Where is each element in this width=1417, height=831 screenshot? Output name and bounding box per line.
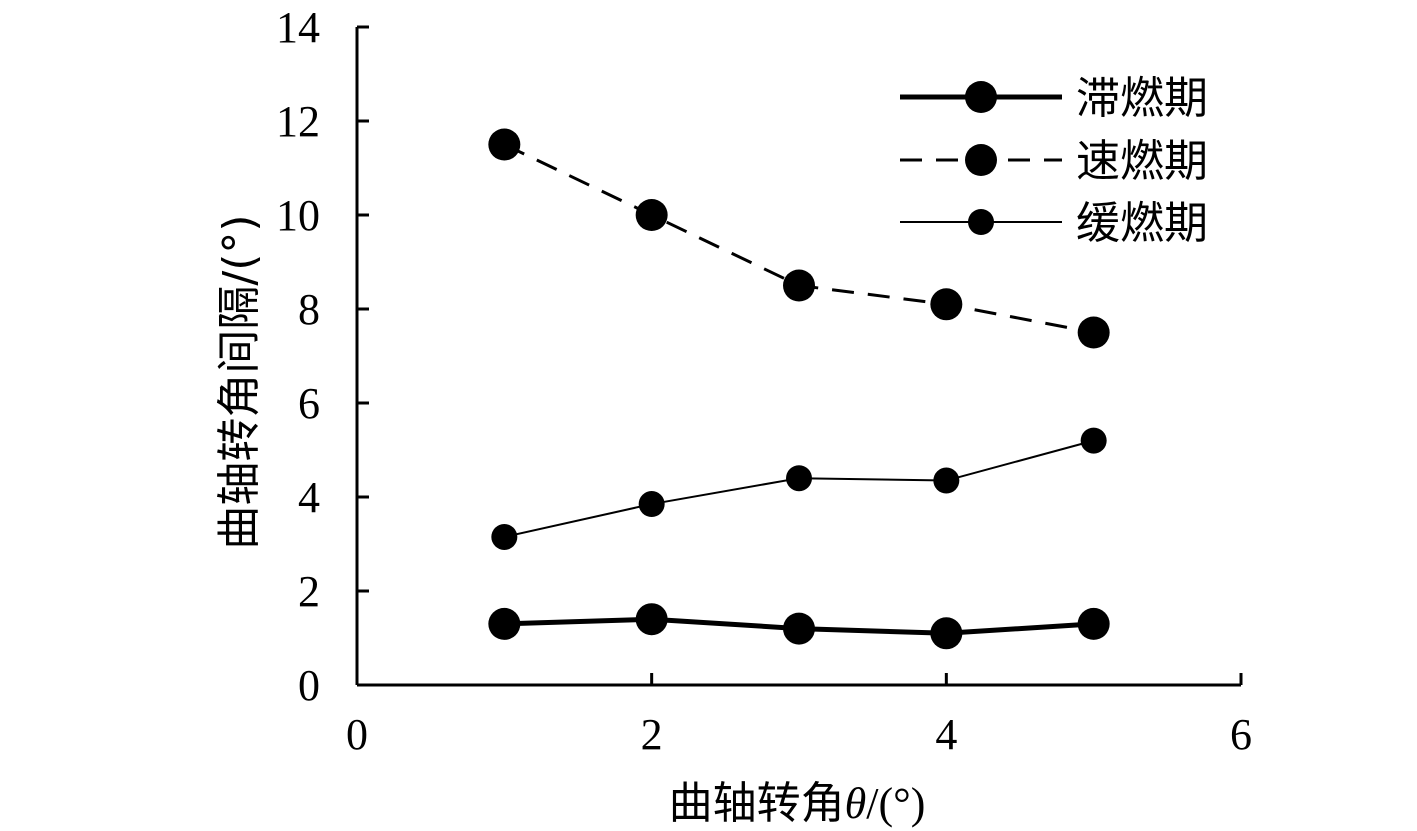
x-axis-label-unit: /(°) <box>866 779 925 828</box>
y-tick-label: 2 <box>298 567 320 616</box>
data-point <box>1080 427 1107 454</box>
data-point <box>638 491 665 518</box>
y-tick-label: 14 <box>276 3 320 52</box>
series-0 <box>488 603 1110 650</box>
series-2 <box>491 427 1107 550</box>
data-point <box>930 617 963 650</box>
legend-marker <box>965 81 997 113</box>
legend-marker <box>968 209 994 235</box>
y-axis-label: 曲轴转角间隔/(°) <box>214 214 265 549</box>
data-point <box>488 607 521 640</box>
x-tick-label: 0 <box>346 710 368 759</box>
x-tick-label: 2 <box>641 710 663 759</box>
series-line <box>503 143 1094 334</box>
series-layer <box>488 128 1110 650</box>
legend-label: 滞燃期 <box>1076 73 1208 124</box>
y-tick-label: 10 <box>276 191 320 240</box>
data-point <box>1077 607 1110 640</box>
y-tick-label: 0 <box>298 661 320 710</box>
axes: 0 2 4 6 8 10 12 14 0 2 4 6 <box>276 3 1252 759</box>
data-point <box>783 612 815 645</box>
data-point <box>783 269 815 302</box>
legend-item: 滞燃期 <box>900 73 1208 124</box>
x-tick-label: 4 <box>935 710 957 759</box>
legend-marker <box>965 144 997 176</box>
y-tick-label: 8 <box>298 285 320 334</box>
data-point <box>635 199 668 231</box>
legend-label: 速燃期 <box>1076 136 1208 187</box>
y-tick-label: 6 <box>298 379 320 428</box>
x-axis-label: 曲轴转角θ/(°) <box>669 778 926 829</box>
data-point <box>491 523 518 550</box>
data-point <box>1077 316 1110 349</box>
x-axis-label-symbol: θ <box>845 779 867 828</box>
x-tick-label: 6 <box>1230 710 1252 759</box>
data-point <box>635 603 668 636</box>
y-tick-label: 12 <box>276 97 320 146</box>
series-1 <box>488 128 1110 349</box>
x-axis-label-text: 曲轴转角 <box>669 778 845 829</box>
legend-item: 速燃期 <box>900 136 1208 187</box>
data-point <box>786 465 812 492</box>
y-tick-label: 4 <box>298 473 320 522</box>
data-point <box>930 288 963 321</box>
data-point <box>933 467 960 494</box>
data-point <box>488 128 521 161</box>
legend-label: 缓燃期 <box>1076 198 1208 249</box>
legend-item: 缓燃期 <box>900 198 1208 249</box>
